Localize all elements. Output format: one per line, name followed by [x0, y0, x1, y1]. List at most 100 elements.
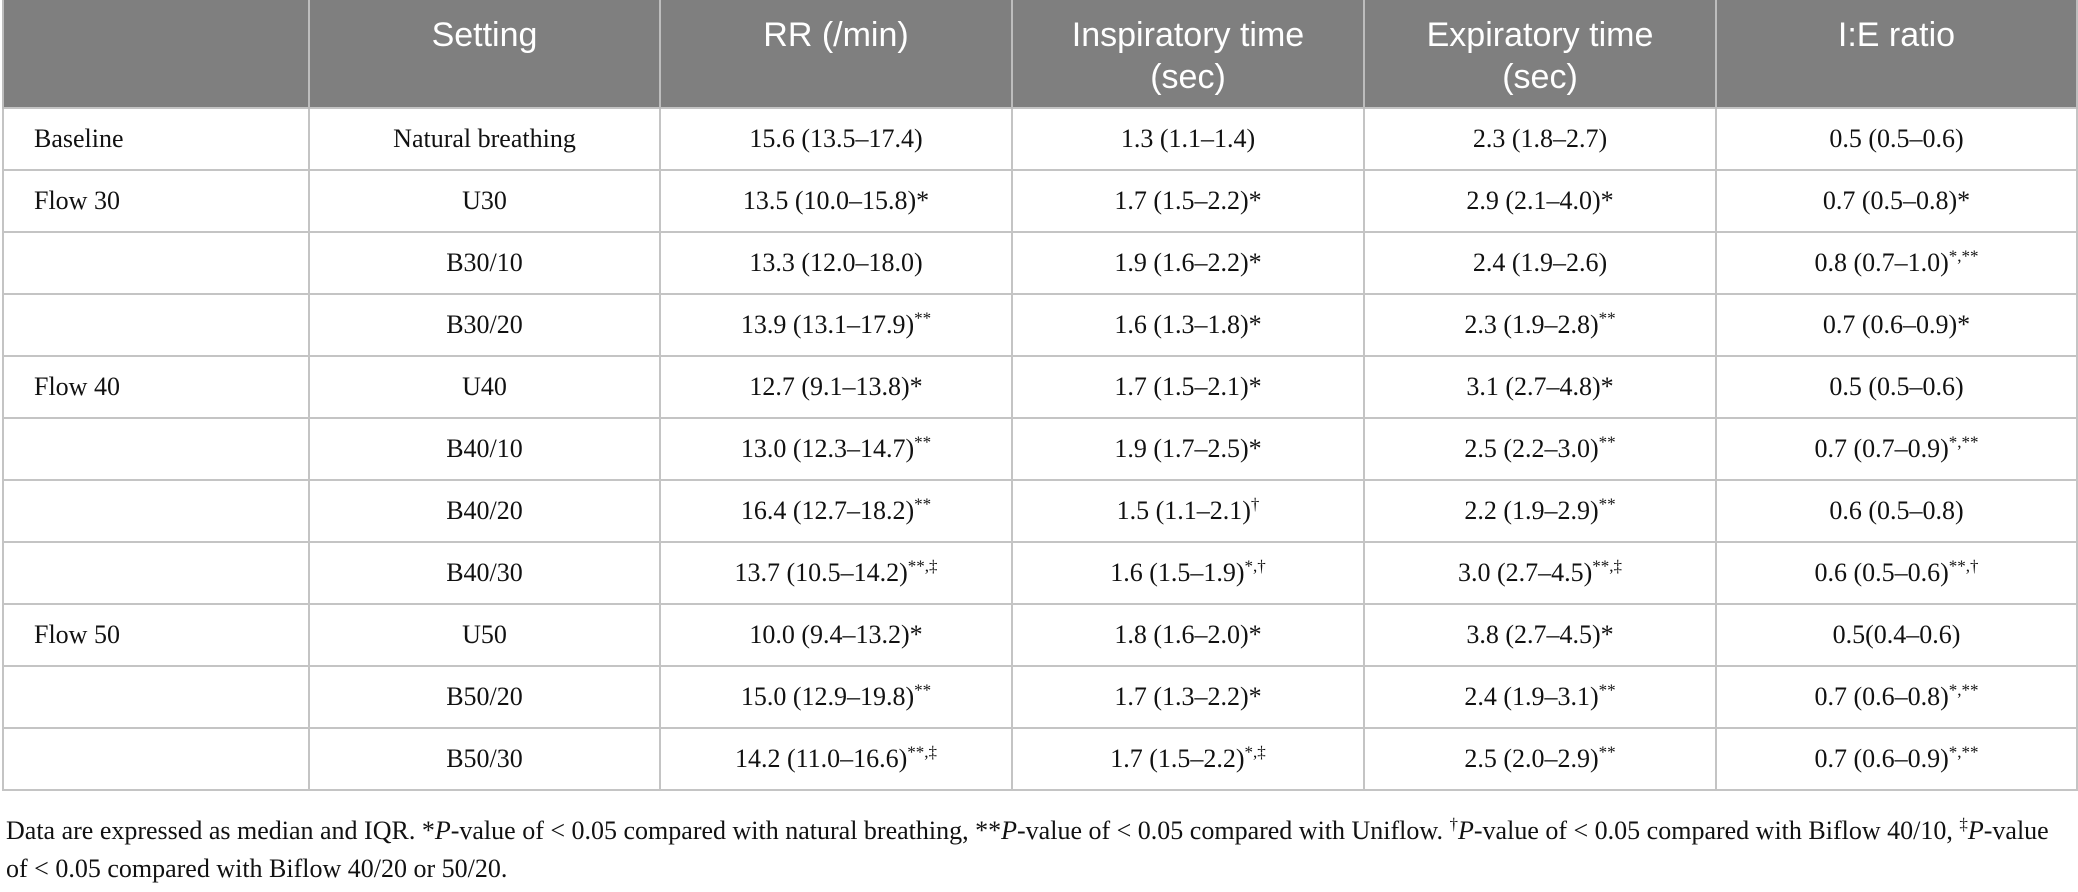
- cell-group: [2, 727, 310, 791]
- cell-ie: 0.6 (0.5–0.8): [1715, 479, 2078, 543]
- cell-value: 14.2 (11.0–16.6): [734, 744, 908, 773]
- cell-value: 1.6 (1.5–1.9): [1110, 558, 1245, 587]
- footnote-text: P: [434, 816, 451, 845]
- cell-exp: 2.9 (2.1–4.0)*: [1363, 169, 1717, 233]
- cell-ie: 0.7 (0.6–0.9)*: [1715, 293, 2078, 357]
- significance-marker: *,**: [1948, 680, 1979, 700]
- footnote-text: P: [1967, 816, 1984, 845]
- cell-value: 1.5 (1.1–2.1): [1116, 496, 1251, 525]
- cell-ie: 0.5 (0.5–0.6): [1715, 107, 2078, 171]
- cell-setting: B30/20: [308, 293, 661, 357]
- cell-value: 2.4 (1.9–3.1): [1464, 682, 1599, 711]
- significance-marker: *,‡: [1244, 742, 1266, 762]
- cell-value: 10.0 (9.4–13.2)*: [749, 620, 923, 649]
- cell-group: [2, 417, 310, 481]
- cell-insp: 1.9 (1.6–2.2)*: [1011, 231, 1365, 295]
- results-table-container: Setting RR (/min) Inspiratory time (sec)…: [2, 0, 2078, 791]
- cell-group: Flow 50: [2, 603, 310, 667]
- cell-value: 3.1 (2.7–4.8)*: [1466, 372, 1614, 401]
- footnote-text: Data are expressed as median and IQR. *: [6, 816, 435, 845]
- cell-group: [2, 479, 310, 543]
- cell-rr: 15.0 (12.9–19.8)**: [659, 665, 1013, 729]
- cell-value: 1.7 (1.5–2.2)*: [1114, 186, 1262, 215]
- cell-value: 2.3 (1.8–2.7): [1472, 124, 1608, 153]
- header-expiratory-time: Expiratory time (sec): [1363, 0, 1717, 108]
- significance-marker: **: [914, 308, 932, 328]
- cell-group: Flow 30: [2, 169, 310, 233]
- cell-setting: B40/20: [308, 479, 661, 543]
- cell-rr: 16.4 (12.7–18.2)**: [659, 479, 1013, 543]
- cell-ie: 0.7 (0.7–0.9)*,**: [1715, 417, 2078, 481]
- cell-value: 0.8 (0.7–1.0): [1814, 248, 1949, 277]
- cell-exp: 2.3 (1.9–2.8)**: [1363, 293, 1717, 357]
- table-row: B40/30 13.7 (10.5–14.2)**,‡ 1.6 (1.5–1.9)*…: [2, 541, 2078, 605]
- cell-group: Flow 40: [2, 355, 310, 419]
- cell-value: 1.3 (1.1–1.4): [1120, 124, 1256, 153]
- table-row: Flow 30 U30 13.5 (10.0–15.8)* 1.7 (1.5–2.2)…: [2, 169, 2078, 233]
- table-row: Flow 50 U50 10.0 (9.4–13.2)* 1.8 (1.6–2.0)*…: [2, 603, 2078, 667]
- cell-value: 0.7 (0.6–0.8): [1814, 682, 1949, 711]
- table-row: Baseline Natural breathing 15.6 (13.5–17.4…: [2, 107, 2078, 171]
- cell-value: 0.7 (0.6–0.9)*: [1822, 310, 1971, 339]
- cell-value: 1.8 (1.6–2.0)*: [1114, 620, 1262, 649]
- cell-rr: 13.3 (12.0–18.0): [659, 231, 1013, 295]
- cell-value: 2.3 (1.9–2.8): [1464, 310, 1599, 339]
- cell-insp: 1.6 (1.3–1.8)*: [1011, 293, 1365, 357]
- cell-group: [2, 665, 310, 729]
- footnote-text: -value of < 0.05 compared with Uniflow.: [1017, 816, 1450, 845]
- cell-value: 2.4 (1.9–2.6): [1472, 248, 1608, 277]
- table-footnote: Data are expressed as median and IQR. *P…: [6, 812, 2072, 888]
- significance-marker: **: [1598, 494, 1616, 514]
- cell-value: 2.5 (2.0–2.9): [1464, 744, 1599, 773]
- cell-value: 13.5 (10.0–15.8)*: [742, 186, 930, 215]
- cell-setting: B50/30: [308, 727, 661, 791]
- cell-rr: 14.2 (11.0–16.6)**,‡: [659, 727, 1013, 791]
- footnote-text: -value of < 0.05 compared with natural b…: [450, 816, 1002, 845]
- cell-rr: 13.0 (12.3–14.7)**: [659, 417, 1013, 481]
- cell-value: 1.7 (1.5–2.1)*: [1114, 372, 1262, 401]
- table-row: B40/10 13.0 (12.3–14.7)** 1.9 (1.7–2.5)* 2.…: [2, 417, 2078, 481]
- header-rr: RR (/min): [659, 0, 1013, 108]
- cell-value: 1.6 (1.3–1.8)*: [1114, 310, 1262, 339]
- cell-insp: 1.8 (1.6–2.0)*: [1011, 603, 1365, 667]
- cell-exp: 2.5 (2.2–3.0)**: [1363, 417, 1717, 481]
- cell-rr: 10.0 (9.4–13.2)*: [659, 603, 1013, 667]
- cell-value: 15.6 (13.5–17.4): [749, 124, 923, 153]
- cell-value: 16.4 (12.7–18.2): [740, 496, 915, 525]
- header-inspiratory-time: Inspiratory time (sec): [1011, 0, 1365, 108]
- table-row: B30/20 13.9 (13.1–17.9)** 1.6 (1.3–1.8)* 2.…: [2, 293, 2078, 357]
- significance-marker: **,†: [1948, 556, 1979, 576]
- significance-marker: *,**: [1948, 432, 1979, 452]
- cell-setting: U50: [308, 603, 661, 667]
- cell-value: 13.0 (12.3–14.7): [740, 434, 915, 463]
- table-header-row: Setting RR (/min) Inspiratory time (sec)…: [2, 0, 2078, 108]
- cell-insp: 1.9 (1.7–2.5)*: [1011, 417, 1365, 481]
- cell-group: [2, 293, 310, 357]
- cell-setting: B40/30: [308, 541, 661, 605]
- cell-setting: U30: [308, 169, 661, 233]
- significance-marker: **: [1598, 308, 1616, 328]
- cell-group: Baseline: [2, 107, 310, 171]
- significance-marker: *,**: [1948, 742, 1979, 762]
- cell-exp: 2.4 (1.9–3.1)**: [1363, 665, 1717, 729]
- footnote-text: -value of < 0.05 compared with Biflow 40…: [6, 816, 2049, 883]
- table-row: Flow 40 U40 12.7 (9.1–13.8)* 1.7 (1.5–2.1)*…: [2, 355, 2078, 419]
- header-group: [2, 0, 310, 108]
- cell-insp: 1.7 (1.5–2.2)*,‡: [1011, 727, 1365, 791]
- footnote-text: P: [1458, 816, 1474, 845]
- cell-value: 0.7 (0.5–0.8)*: [1822, 186, 1971, 215]
- significance-marker: **,‡: [907, 742, 938, 762]
- cell-ie: 0.7 (0.6–0.9)*,**: [1715, 727, 2078, 791]
- header-ie-ratio: I:E ratio: [1715, 0, 2078, 108]
- footnote-symbol: ‡: [1959, 814, 1968, 834]
- cell-rr: 15.6 (13.5–17.4): [659, 107, 1013, 171]
- cell-value: 1.9 (1.6–2.2)*: [1114, 248, 1262, 277]
- significance-marker: *,**: [1948, 246, 1979, 266]
- cell-rr: 13.5 (10.0–15.8)*: [659, 169, 1013, 233]
- cell-insp: 1.6 (1.5–1.9)*,†: [1011, 541, 1365, 605]
- table-row: B50/20 15.0 (12.9–19.8)** 1.7 (1.3–2.2)* 2.…: [2, 665, 2078, 729]
- cell-insp: 1.3 (1.1–1.4): [1011, 107, 1365, 171]
- significance-marker: †: [1250, 494, 1260, 514]
- cell-ie: 0.6 (0.5–0.6)**,†: [1715, 541, 2078, 605]
- table-body: Baseline Natural breathing 15.6 (13.5–17.4…: [2, 107, 2078, 791]
